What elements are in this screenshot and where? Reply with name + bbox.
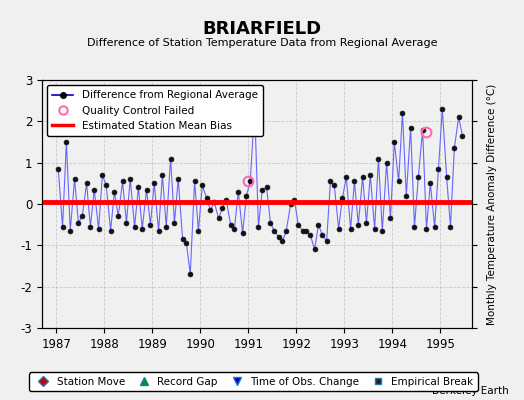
Legend: Station Move, Record Gap, Time of Obs. Change, Empirical Break: Station Move, Record Gap, Time of Obs. C… (29, 372, 478, 391)
Legend: Difference from Regional Average, Quality Control Failed, Estimated Station Mean: Difference from Regional Average, Qualit… (47, 85, 263, 136)
Text: Difference of Station Temperature Data from Regional Average: Difference of Station Temperature Data f… (87, 38, 437, 48)
Text: Berkeley Earth: Berkeley Earth (432, 386, 508, 396)
Text: BRIARFIELD: BRIARFIELD (202, 20, 322, 38)
Y-axis label: Monthly Temperature Anomaly Difference (°C): Monthly Temperature Anomaly Difference (… (487, 83, 497, 325)
